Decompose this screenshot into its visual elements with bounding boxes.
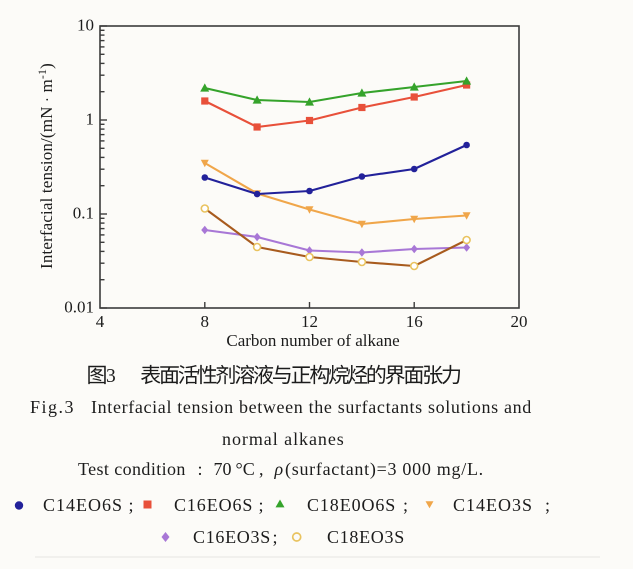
svg-text:Interfacial tension/(mN · m-1): Interfacial tension/(mN · m-1): [35, 63, 56, 269]
svg-text:C16EO6S: C16EO6S: [174, 495, 253, 515]
svg-text:C16EO3S: C16EO3S: [193, 527, 271, 547]
svg-text:0.01: 0.01: [64, 298, 94, 317]
svg-text:;: ;: [545, 495, 550, 515]
svg-text:C14EO6S: C14EO6S: [43, 495, 123, 515]
svg-text::: :: [198, 459, 203, 479]
svg-text:,: ,: [259, 459, 264, 479]
svg-text:Carbon number of alkane: Carbon number of alkane: [226, 331, 399, 350]
svg-text:Interfacial tension between th: Interfacial tension between the surfacta…: [91, 397, 532, 417]
svg-text:Test condition: Test condition: [78, 459, 186, 479]
svg-text:3: 3: [106, 366, 116, 387]
svg-text:10: 10: [77, 16, 94, 35]
svg-text:;: ;: [403, 495, 408, 515]
svg-text:(surfactant)=3 000 mg/L.: (surfactant)=3 000 mg/L.: [285, 459, 484, 480]
svg-text:ρ: ρ: [274, 459, 284, 479]
svg-text:70: 70: [214, 459, 232, 479]
svg-text:C18EO3S: C18EO3S: [327, 527, 405, 547]
svg-text:normal alkanes: normal alkanes: [222, 429, 345, 449]
svg-text:;: ;: [259, 495, 264, 515]
svg-text:8: 8: [201, 312, 210, 331]
svg-text:1: 1: [86, 110, 95, 129]
svg-text:;: ;: [129, 495, 134, 515]
svg-text:12: 12: [301, 312, 318, 331]
svg-text:20: 20: [511, 312, 528, 331]
svg-text:4: 4: [96, 312, 105, 331]
svg-text:C14EO3S: C14EO3S: [453, 495, 533, 515]
svg-text:16: 16: [406, 312, 423, 331]
svg-text:°C: °C: [236, 459, 255, 479]
svg-text:;: ;: [273, 527, 278, 547]
svg-text:0.1: 0.1: [73, 204, 94, 223]
svg-text:Fig.3: Fig.3: [30, 397, 75, 417]
svg-text:C18E0O6S: C18E0O6S: [307, 495, 396, 515]
